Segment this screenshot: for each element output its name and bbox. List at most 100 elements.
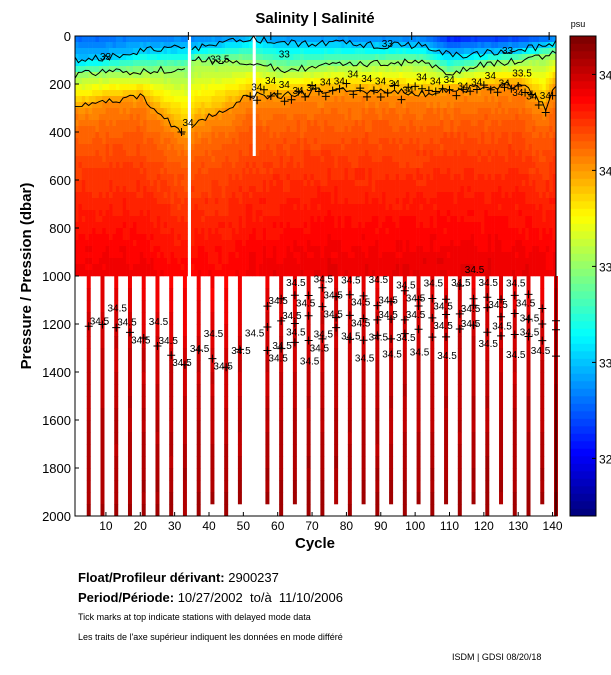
heatmap-cell bbox=[109, 192, 113, 199]
heatmap-cell bbox=[354, 216, 359, 223]
heatmap-cell bbox=[327, 234, 332, 241]
heatmap-cell bbox=[405, 216, 410, 223]
heatmap-cell bbox=[204, 186, 209, 193]
heatmap-cell bbox=[283, 66, 287, 73]
heatmap-cell bbox=[337, 156, 342, 163]
heatmap-cell bbox=[474, 60, 478, 67]
heatmap-cell bbox=[382, 72, 386, 79]
heatmap-cell bbox=[218, 204, 222, 211]
heatmap-cell bbox=[143, 198, 147, 205]
heatmap-cell bbox=[238, 78, 243, 85]
heatmap-cell bbox=[474, 180, 478, 187]
heatmap-cell bbox=[395, 84, 400, 91]
heatmap-cell bbox=[467, 168, 472, 175]
heatmap-cell bbox=[102, 180, 106, 187]
heatmap-cell bbox=[358, 186, 362, 193]
heatmap-cell bbox=[283, 174, 287, 181]
heatmap-cell bbox=[194, 156, 199, 163]
heatmap-cell bbox=[364, 198, 369, 205]
heatmap-cell bbox=[463, 198, 468, 205]
heatmap-cell bbox=[283, 180, 287, 187]
heatmap-cell bbox=[446, 210, 451, 217]
heatmap-cell bbox=[132, 240, 137, 247]
heatmap-cell bbox=[501, 54, 506, 61]
heatmap-cell bbox=[330, 216, 335, 223]
heatmap-cell bbox=[446, 246, 451, 253]
heatmap-cell bbox=[160, 174, 164, 181]
heatmap-cell bbox=[409, 168, 414, 175]
heatmap-cell bbox=[190, 48, 195, 55]
heatmap-cell bbox=[498, 132, 502, 139]
heatmap-cell bbox=[218, 132, 222, 139]
heatmap-cell bbox=[457, 126, 461, 133]
heatmap-cell bbox=[422, 96, 427, 103]
heatmap-cell bbox=[136, 270, 141, 277]
heatmap-cell bbox=[453, 168, 458, 175]
heatmap-cell bbox=[259, 192, 263, 199]
heatmap-cell bbox=[81, 72, 86, 79]
heatmap-cell bbox=[92, 162, 96, 169]
heatmap-cell bbox=[494, 102, 499, 109]
heatmap-cell bbox=[344, 138, 349, 145]
heatmap-cell bbox=[289, 192, 294, 199]
heatmap-cell bbox=[112, 240, 117, 247]
heatmap-cell bbox=[78, 162, 83, 169]
heatmap-cell bbox=[143, 36, 147, 43]
heatmap-cell bbox=[75, 78, 79, 85]
heatmap-cell bbox=[296, 66, 301, 73]
heatmap-cell bbox=[129, 114, 134, 121]
heatmap-cell bbox=[293, 198, 298, 205]
heatmap-cell bbox=[426, 222, 431, 229]
heatmap-cell bbox=[242, 210, 246, 217]
heatmap-cell bbox=[443, 90, 448, 97]
heatmap-cell bbox=[279, 36, 284, 43]
heatmap-cell bbox=[201, 234, 205, 241]
heatmap-cell bbox=[289, 36, 294, 43]
heatmap-cell bbox=[300, 270, 304, 277]
heatmap-cell bbox=[266, 144, 270, 151]
heatmap-cell bbox=[119, 54, 124, 61]
heatmap-cell bbox=[269, 270, 274, 277]
heatmap-cell bbox=[484, 132, 489, 139]
heatmap-cell bbox=[75, 42, 79, 49]
heatmap-cell bbox=[173, 72, 178, 79]
heatmap-cell bbox=[498, 66, 502, 73]
heatmap-cell bbox=[494, 138, 499, 145]
heatmap-cell bbox=[262, 270, 267, 277]
heatmap-cell bbox=[487, 108, 492, 115]
heatmap-cell bbox=[98, 252, 103, 259]
heatmap-cell bbox=[320, 120, 325, 127]
heatmap-cell bbox=[344, 180, 349, 187]
heatmap-cell bbox=[238, 96, 243, 103]
heatmap-cell bbox=[460, 126, 465, 133]
heatmap-cell bbox=[238, 252, 243, 259]
heatmap-cell bbox=[201, 36, 205, 43]
heatmap-cell bbox=[146, 90, 151, 97]
heatmap-cell bbox=[310, 66, 315, 73]
heatmap-cell bbox=[416, 42, 420, 49]
heatmap-cell bbox=[453, 36, 458, 43]
heatmap-cell bbox=[354, 156, 359, 163]
heatmap-cell bbox=[85, 222, 89, 229]
heatmap-cell bbox=[143, 264, 147, 271]
heatmap-cell bbox=[150, 144, 154, 151]
heatmap-cell bbox=[484, 222, 489, 229]
heatmap-cell bbox=[354, 90, 359, 97]
heatmap-cell bbox=[109, 210, 113, 217]
heatmap-cell bbox=[173, 270, 178, 277]
heatmap-cell bbox=[463, 42, 468, 49]
heatmap-cell bbox=[126, 72, 130, 79]
heatmap-cell bbox=[395, 48, 400, 55]
heatmap-cell bbox=[484, 54, 489, 61]
heatmap-cell bbox=[156, 156, 161, 163]
heatmap-cell bbox=[351, 66, 356, 73]
heatmap-cell bbox=[358, 102, 362, 109]
heatmap-cell bbox=[95, 156, 100, 163]
heatmap-cell bbox=[170, 258, 175, 265]
heatmap-cell bbox=[126, 150, 130, 157]
heatmap-cell bbox=[204, 240, 209, 247]
heatmap-cell bbox=[150, 78, 154, 85]
heatmap-cell bbox=[487, 264, 492, 271]
heatmap-cell bbox=[225, 90, 229, 97]
heatmap-cell bbox=[361, 222, 366, 229]
